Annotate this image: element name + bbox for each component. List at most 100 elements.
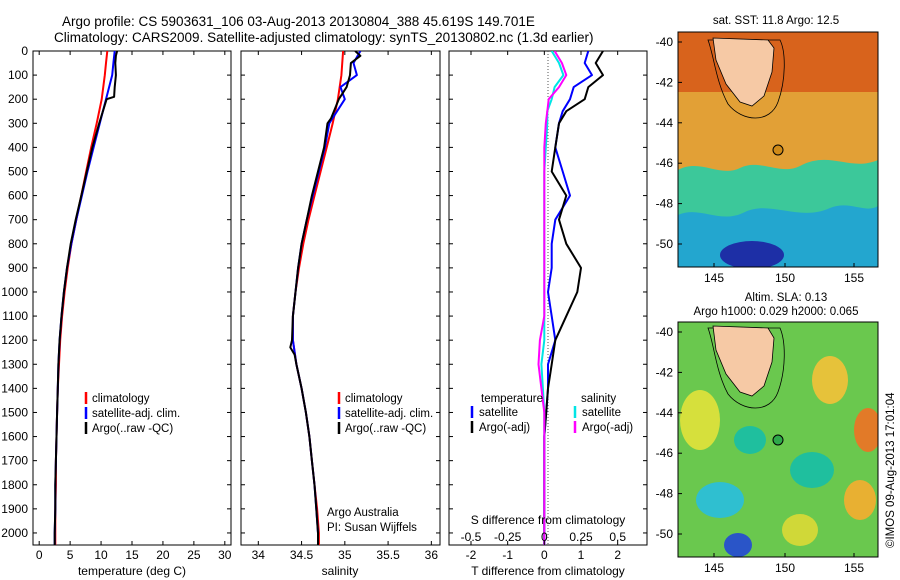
temp-xlabel: temperature (deg C) — [78, 564, 186, 578]
sst-map-title: sat. SST: 11.8 Argo: 12.5 — [713, 15, 839, 27]
sla-map-title1: Altim. SLA: 0.13 — [745, 292, 827, 304]
depth-tick-label: 1700 — [1, 454, 28, 468]
x-top-tick-label: 0.25 — [569, 530, 593, 544]
sla-blob — [696, 482, 744, 518]
lat-tick-label: -48 — [656, 487, 674, 501]
sla-map — [678, 322, 878, 557]
lat-tick-label: -46 — [656, 446, 674, 460]
series-line-temperature-satellite — [543, 51, 593, 545]
sla-blob — [724, 533, 752, 557]
depth-tick-label: 0 — [21, 44, 28, 58]
depth-tick-label: 200 — [8, 92, 28, 106]
sal-legend-satellite: satellite-adj. clim. — [345, 408, 433, 420]
x-top-tick-label: 0.5 — [609, 530, 626, 544]
diff-legend-temp-argo: Argo(-adj) — [479, 422, 530, 434]
sst-float-marker — [772, 144, 784, 156]
diff-legend-temp-head: temperature — [481, 393, 543, 405]
credit-org: Argo Australia — [327, 507, 399, 519]
lat-tick-label: -42 — [656, 75, 674, 89]
sal-plot-area — [289, 51, 362, 545]
depth-tick-label: 1500 — [1, 405, 28, 419]
sla-blob — [844, 480, 876, 520]
temp-legend-argo: Argo(..raw -QC) — [92, 423, 173, 435]
figure-title-line2: Climatology: CARS2009. Satellite-adjuste… — [54, 30, 594, 45]
x-tick-label: 34.5 — [290, 548, 314, 562]
sal-axes-frame — [240, 50, 441, 546]
x-tick-label: 35 — [338, 548, 352, 562]
depth-tick-label: 500 — [8, 164, 28, 178]
x-tick-label: 10 — [94, 548, 108, 562]
x-tick-label: 34 — [252, 548, 266, 562]
lat-tick-label: -50 — [656, 527, 674, 541]
series-line-climatology — [291, 51, 345, 545]
temp-legend-satellite: satellite-adj. clim. — [92, 408, 180, 420]
depth-tick-label: 1800 — [1, 478, 28, 492]
sst-map-ticks: -40 -42 -44 -46 -48 -50 145 150 155 — [656, 35, 865, 285]
depth-tick-label: 600 — [8, 189, 28, 203]
x-tick-label: 0 — [541, 548, 548, 562]
sal-legend-argo: Argo(..raw -QC) — [345, 423, 426, 435]
lat-tick-label: -44 — [656, 406, 674, 420]
sal-xlabel: salinity — [322, 564, 359, 578]
x-top-tick-label: -0.25 — [494, 530, 522, 544]
sla-blob — [680, 390, 720, 450]
series-line-argo-raw-qc — [289, 51, 362, 545]
sla-float-marker — [772, 434, 784, 446]
diff-xlabel-top: S difference from climatology — [471, 513, 626, 527]
lat-tick-label: -46 — [656, 156, 674, 170]
sal-legend-climatology: climatology — [345, 393, 403, 405]
lon-tick-label: 150 — [775, 561, 795, 575]
sst-warm-north — [678, 32, 878, 92]
sst-coldest-patch — [720, 241, 784, 267]
depth-tick-label: 700 — [8, 213, 28, 227]
figure-title-line1: Argo profile: CS 5903631_106 03-Aug-2013… — [62, 14, 535, 29]
depth-tick-label: 1400 — [1, 381, 28, 395]
sal-legend: climatology satellite-adj. clim. Argo(..… — [337, 392, 433, 435]
sla-map-frame — [677, 321, 879, 558]
tasmania-land — [712, 37, 775, 107]
tasmania-land — [712, 325, 775, 397]
x-tick-label: 35.5 — [376, 548, 400, 562]
diff-legend-sal-satellite: satellite — [582, 407, 621, 419]
sst-map — [678, 32, 878, 267]
diff-legend: temperature salinity satellite Argo(-adj… — [470, 393, 633, 434]
lat-tick-label: -48 — [656, 197, 674, 211]
x-tick-label: 20 — [156, 548, 170, 562]
x-top-tick-label: 0 — [541, 530, 548, 544]
x-tick-label: 36 — [425, 548, 439, 562]
series-line-temperature-argo-adj — [543, 51, 604, 545]
diff-legend-temp-satellite: satellite — [479, 407, 518, 419]
depth-tick-label: 1600 — [1, 430, 28, 444]
series-line-argo-raw-qc — [53, 51, 119, 545]
depth-tick-label: 800 — [8, 237, 28, 251]
x-top-tick-label: -0.5 — [461, 530, 482, 544]
depth-tick-label: 1300 — [1, 357, 28, 371]
depth-tick-labels: 0 100 200 300 400 500 600 700 800 900 1000 1100 1200… — [1, 44, 647, 540]
diff-xlabel-bottom: T difference from climatology — [471, 564, 625, 578]
lat-tick-label: -40 — [656, 325, 674, 339]
sla-blob — [790, 452, 834, 488]
depth-tick-label: 2000 — [1, 526, 28, 540]
x-tick-label: 30 — [218, 548, 232, 562]
lon-tick-label: 145 — [704, 271, 724, 285]
diff-legend-sal-head: salinity — [581, 393, 616, 405]
diff-plot-area — [537, 51, 604, 545]
depth-tick-label: 100 — [8, 68, 28, 82]
sla-map-title2: Argo h1000: 0.029 h2000: 0.065 — [694, 306, 859, 318]
lon-tick-label: 150 — [775, 271, 795, 285]
sla-blob — [854, 408, 878, 452]
sla-blob — [734, 426, 766, 454]
x-tick-label: -1 — [502, 548, 513, 562]
lat-tick-label: -50 — [656, 237, 674, 251]
sla-bathy-contour — [707, 327, 785, 409]
depth-tick-label: 300 — [8, 116, 28, 130]
x-tick-label: 15 — [125, 548, 139, 562]
lon-tick-label: 155 — [844, 271, 864, 285]
depth-tick-label: 1200 — [1, 333, 28, 347]
temp-legend-climatology: climatology — [92, 393, 150, 405]
x-tick-label: 5 — [67, 548, 74, 562]
credit-pi: PI: Susan Wijffels — [327, 522, 417, 534]
x-tick-label: -2 — [466, 548, 477, 562]
diff-legend-sal-argo: Argo(-adj) — [582, 422, 633, 434]
